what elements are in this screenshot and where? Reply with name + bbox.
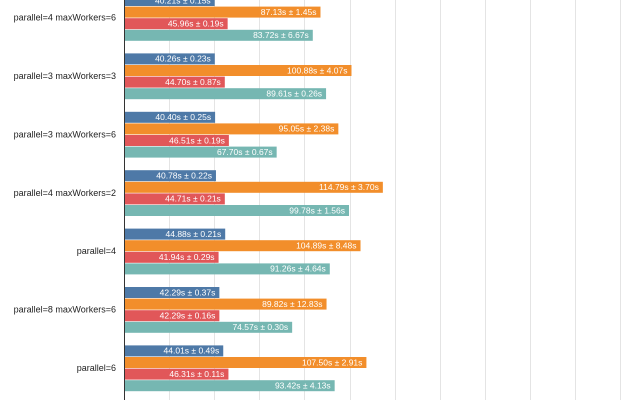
bar bbox=[124, 310, 220, 322]
bar bbox=[124, 123, 339, 135]
bar bbox=[124, 65, 352, 76]
bar-value-label: 104.89s ± 8.48s bbox=[296, 240, 356, 250]
bar bbox=[124, 298, 327, 310]
bar-value-label: 89.61s ± 0.26s bbox=[266, 88, 322, 98]
bar-value-label: 95.05s ± 2.38s bbox=[279, 124, 335, 134]
bar-value-label: 67.70s ± 0.67s bbox=[217, 147, 273, 157]
bar-value-label: 74.57s ± 0.30s bbox=[232, 322, 288, 332]
category-label: parallel=3 maxWorkers=3 bbox=[14, 71, 116, 81]
bar-value-label: 40.26s ± 0.23s bbox=[155, 54, 211, 64]
bar-value-label: 40.78s ± 0.22s bbox=[156, 170, 212, 180]
bar bbox=[124, 135, 229, 146]
bar bbox=[124, 18, 228, 30]
category-label: parallel=4 maxWorkers=6 bbox=[14, 13, 116, 23]
bar-value-label: 100.88s ± 4.07s bbox=[287, 65, 347, 75]
category-label: parallel=3 maxWorkers=6 bbox=[14, 129, 116, 139]
gridlines bbox=[169, 0, 621, 400]
category-label: parallel=4 bbox=[77, 246, 116, 256]
category-label: parallel=4 maxWorkers=2 bbox=[14, 188, 116, 198]
bar-value-label: 87.13s ± 1.45s bbox=[261, 7, 317, 17]
bar bbox=[124, 287, 220, 298]
bar-value-label: 44.01s ± 0.49s bbox=[164, 346, 220, 356]
bar bbox=[124, 111, 216, 123]
bar bbox=[124, 228, 226, 240]
bar-value-label: 46.31s ± 0.11s bbox=[169, 369, 224, 379]
bars: 40.21s ± 0.15s 87.13s ± 1.45s 45.96s ± 0.1… bbox=[124, 0, 383, 392]
bar-value-label: 89.82s ± 12.83s bbox=[262, 299, 322, 309]
bar bbox=[124, 263, 330, 275]
bar-value-label: 83.72s ± 6.67s bbox=[253, 30, 309, 40]
bar-value-label: 44.88s ± 0.21s bbox=[166, 229, 222, 239]
bar-value-label: 93.42s ± 4.13s bbox=[275, 380, 331, 390]
bar bbox=[124, 368, 229, 380]
bar-value-label: 42.29s ± 0.37s bbox=[160, 287, 216, 297]
category-label: parallel=8 maxWorkers=6 bbox=[14, 305, 116, 315]
bar bbox=[124, 193, 225, 205]
bar bbox=[124, 205, 350, 216]
category-label: parallel=6 bbox=[77, 363, 116, 373]
bar bbox=[124, 170, 216, 182]
bar-value-label: 41.94s ± 0.29s bbox=[159, 252, 215, 262]
bar bbox=[124, 240, 361, 252]
bar bbox=[124, 345, 224, 357]
bar bbox=[124, 357, 367, 368]
bar-value-label: 46.51s ± 0.19s bbox=[169, 135, 225, 145]
bar-value-label: 42.29s ± 0.16s bbox=[160, 310, 216, 320]
bar-value-label: 107.50s ± 2.91s bbox=[302, 357, 362, 367]
bar bbox=[124, 53, 215, 65]
bar bbox=[124, 29, 313, 41]
bar bbox=[124, 0, 215, 6]
bar-value-label: 44.71s ± 0.21s bbox=[165, 194, 221, 204]
bar bbox=[124, 380, 335, 392]
bar-value-label: 40.21s ± 0.15s bbox=[155, 0, 211, 5]
bar-value-label: 40.40s ± 0.25s bbox=[155, 112, 211, 122]
bar bbox=[124, 6, 321, 18]
category-labels: parallel=4 maxWorkers=6 parallel=3 maxWor… bbox=[14, 13, 116, 373]
bar bbox=[124, 88, 327, 100]
bar bbox=[124, 76, 225, 88]
bar-value-label: 99.78s ± 1.56s bbox=[289, 205, 345, 215]
bar-value-label: 45.96s ± 0.19s bbox=[168, 18, 224, 28]
bar bbox=[124, 251, 219, 263]
bar-value-label: 114.79s ± 3.70s bbox=[319, 182, 379, 192]
bar bbox=[124, 181, 383, 193]
bar-value-label: 44.70s ± 0.87s bbox=[165, 77, 221, 87]
bar-value-label: 91.26s ± 4.64s bbox=[270, 264, 326, 274]
bar bbox=[124, 146, 277, 158]
bar bbox=[124, 321, 293, 333]
